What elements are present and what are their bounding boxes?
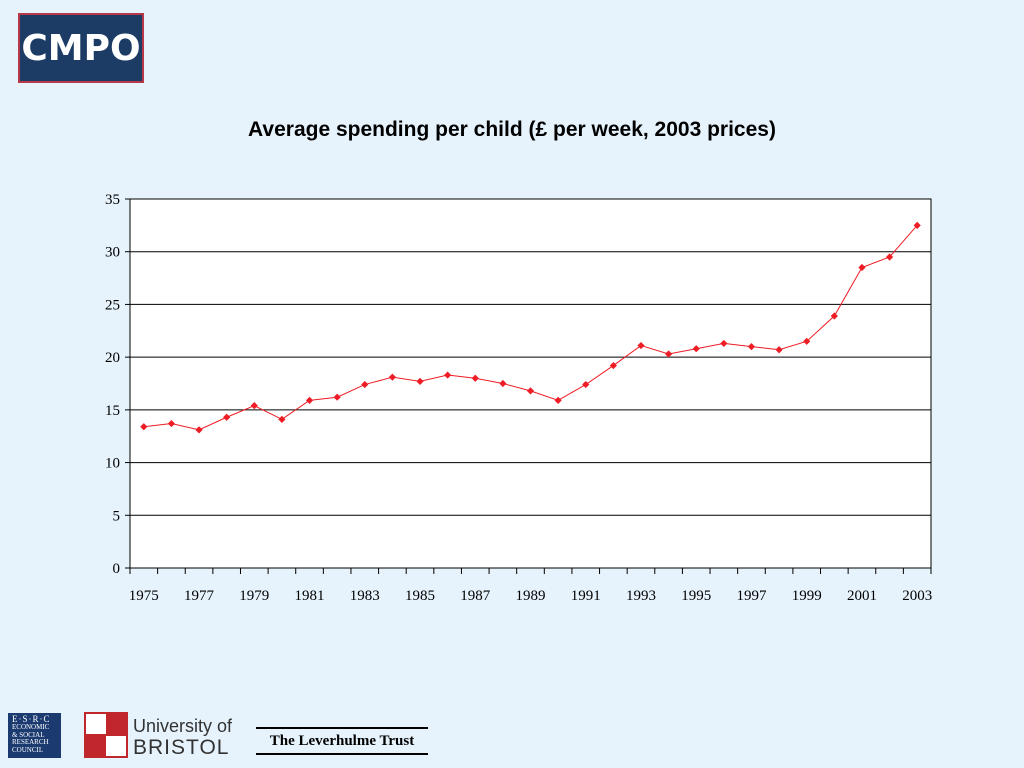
x-tick-label: 1979 [239,588,269,604]
data-point [665,350,673,358]
x-tick-label: 1991 [571,588,601,604]
x-tick-label: 1981 [295,588,325,604]
esrc-logo-line: ECONOMIC [12,723,50,732]
data-point [250,402,258,410]
data-point [775,346,783,354]
data-point [278,415,286,423]
data-point [830,312,838,320]
data-point [471,374,479,382]
data-point [692,345,700,353]
university-of-bristol-logo: University of BRISTOL [84,712,234,760]
x-tick-label: 2001 [847,588,877,604]
bristol-crest-icon [84,712,128,758]
data-point [499,379,507,388]
data-point [416,377,424,385]
y-tick-label: 35 [105,192,120,208]
esrc-logo-line: & SOCIAL [12,730,45,739]
bristol-logo-line2: BRISTOL [133,736,230,759]
data-point [747,343,756,351]
x-tick-label: 1983 [350,588,380,604]
y-tick-label: 30 [105,245,120,261]
esrc-logo: E·S·R·C ECONOMIC & SOCIAL RESEARCH COUNC… [8,713,61,758]
esrc-logo-top: E·S·R·C [12,714,51,724]
leverhulme-trust-text: The Leverhulme Trust [269,732,415,749]
data-point [333,393,341,401]
data-point [858,263,866,272]
plot-border [129,198,932,569]
cmpo-logo: CMPO [18,13,144,83]
data-point [223,413,231,421]
bristol-logo-line1: University of [133,716,233,736]
data-point [526,387,535,395]
data-point [885,253,894,261]
data-point [444,371,452,379]
data-point [720,339,728,348]
data-point [305,396,314,404]
x-tick-label: 1985 [405,588,435,604]
x-tick-label: 2003 [902,588,932,604]
data-point [140,423,148,431]
plot-area [130,199,931,568]
x-tick-label: 1987 [460,588,491,604]
data-point [803,337,811,345]
data-point [637,341,645,350]
data-point [609,361,617,370]
esrc-logo-line: RESEARCH [12,738,49,747]
y-tick-label: 15 [105,403,120,419]
y-tick-label: 5 [113,508,121,524]
cmpo-logo-text: CMPO [21,27,141,69]
x-tick-label: 1975 [129,588,159,604]
x-tick-label: 1995 [681,588,711,604]
leverhulme-trust-logo: The Leverhulme Trust [256,727,428,755]
data-point [388,373,396,381]
esrc-logo-line: COUNCIL [12,745,44,754]
data-point [361,380,369,389]
data-point [554,396,562,404]
y-tick-label: 0 [113,561,121,577]
x-tick-label: 1977 [184,588,215,604]
x-tick-label: 1999 [792,588,822,604]
y-tick-label: 20 [105,350,120,366]
x-tick-label: 1989 [516,588,546,604]
x-tick-label: 1997 [736,588,767,604]
data-point [582,380,590,389]
x-tick-label: 1993 [626,588,656,604]
y-tick-label: 10 [105,456,120,472]
y-tick-label: 25 [105,297,120,313]
chart-title: Average spending per child (£ per week, … [248,118,776,141]
data-point [167,419,176,428]
data-point [913,221,921,229]
data-point [195,426,203,434]
